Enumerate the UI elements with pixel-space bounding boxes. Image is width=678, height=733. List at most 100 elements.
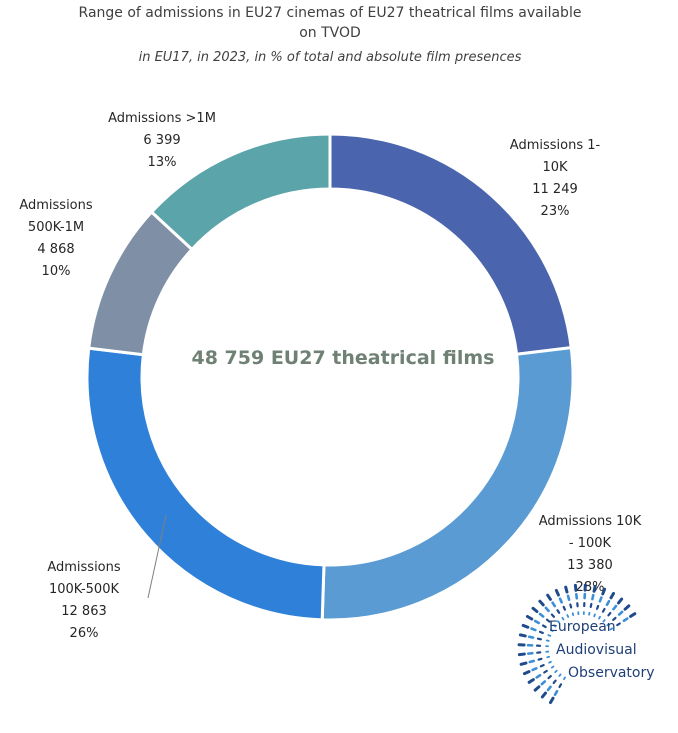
logo-swirl-dash: [540, 680, 547, 686]
logo-swirl-dash: [538, 599, 545, 607]
slice-label-4-line-0: Admissions >1M: [108, 111, 216, 126]
logo-swirl-dash: [556, 609, 561, 614]
logo-swirl-dash: [533, 685, 541, 692]
logo-swirl-dash: [549, 696, 555, 705]
logo-swirl-dash: [605, 599, 611, 606]
logo-swirl-dash: [544, 606, 550, 613]
logo-swirl-dash: [530, 627, 537, 632]
logo-swirl-dash: [563, 676, 566, 681]
logo-swirl-dash: [531, 667, 538, 672]
logo-swirl-dash: [558, 597, 563, 604]
logo-swirl-dash: [573, 583, 578, 592]
donut-slices: [85, 132, 575, 622]
logo-swirl-dash: [533, 619, 540, 625]
logo-text-line-3: Observatory: [568, 665, 655, 681]
logo-swirl-dash: [525, 615, 534, 621]
logo-text-line-2: Audiovisual: [556, 642, 637, 658]
logo-swirl-dash: [535, 673, 542, 679]
logo-swirl-dash: [629, 612, 637, 618]
leader-line-100k-500k: [147, 514, 167, 599]
slice-labels: Admissions 1- 10K 11 249 23% Admissions 10K -…: [19, 111, 641, 641]
logo-swirl-dash: [558, 683, 563, 689]
logo-swirl-dash: [543, 669, 548, 674]
logo-swirl-dash: [564, 585, 569, 594]
logo-swirl-dash: [518, 633, 527, 638]
logo-text-line-1: European: [549, 619, 616, 635]
logo-swirl-dash: [527, 635, 535, 639]
logo-swirl-icon: [517, 583, 637, 705]
observatory-logo: European Audiovisual Observatory: [517, 583, 655, 705]
slice-label-0-line-0: Admissions 1-: [510, 138, 601, 153]
slice-1: [320, 345, 575, 622]
logo-swirl-dash: [589, 602, 593, 609]
slice-label-4-line-2: 13%: [148, 155, 177, 170]
slice-label-3-line-3: 10%: [42, 264, 71, 279]
logo-swirl-dash: [539, 663, 545, 668]
logo-swirl-dash: [551, 601, 557, 608]
slice-label-3-line-0: Admissions: [19, 198, 93, 213]
logo-swirl-dash: [595, 604, 600, 610]
logo-swirl-dash: [546, 655, 551, 659]
logo-swirl-dash: [562, 605, 567, 611]
logo-swirl-dash: [527, 678, 535, 684]
logo-swirl-dash: [553, 624, 557, 628]
chart-title-line-1: Range of admissions in EU27 cinemas of E…: [79, 5, 582, 21]
logo-swirl-dash: [569, 603, 573, 609]
logo-swirl-dash: [545, 618, 551, 623]
slice-label-1-line-0: Admissions 10K: [539, 514, 642, 529]
chart-title-line-2: on TVOD: [299, 25, 361, 41]
slice-label-0-line-2: 11 249: [532, 182, 578, 197]
logo-swirl-dash: [593, 613, 596, 618]
logo-swirl-dash: [561, 616, 565, 621]
logo-swirl-dash: [519, 661, 528, 666]
logo-swirl-dash: [541, 624, 547, 629]
slice-label-3-line-1: 500K-1M: [28, 220, 84, 235]
slice-label-0: Admissions 1- 10K 11 249 23%: [510, 138, 601, 219]
slice-label-2: Admissions 100K-500K 12 863 26%: [47, 560, 121, 641]
logo-swirl-dash: [547, 675, 552, 680]
logo-swirl-dash: [538, 630, 544, 635]
logo-swirl-dash: [550, 613, 555, 618]
logo-swirl-dash: [546, 593, 552, 601]
slice-label-2-line-3: 26%: [70, 626, 99, 641]
logo-swirl-dash: [612, 604, 618, 611]
logo-swirl-dash: [617, 597, 624, 605]
logo-swirl-dash: [552, 679, 557, 685]
logo-swirl-dash: [554, 669, 558, 673]
slice-label-1-line-2: 13 380: [567, 558, 613, 573]
logo-swirl-dash: [598, 596, 603, 603]
logo-swirl-dash: [607, 611, 612, 617]
logo-swirl-dash: [554, 588, 560, 597]
logo-swirl-dash: [623, 604, 631, 611]
logo-swirl-dash: [536, 637, 543, 641]
logo-swirl-dash: [591, 593, 595, 601]
slice-label-3: Admissions 500K-1M 4 868 10%: [19, 198, 93, 279]
slice-2: [85, 346, 326, 622]
logo-swirl-dash: [601, 587, 607, 596]
slice-label-0-line-3: 23%: [541, 204, 570, 219]
slice-label-4: Admissions >1M 6 399 13%: [108, 111, 216, 170]
slice-4: [149, 132, 332, 252]
slice-0: [328, 132, 573, 356]
slice-label-2-line-1: 100K-500K: [49, 582, 119, 597]
logo-swirl-dash: [528, 659, 536, 664]
logo-swirl-dash: [531, 606, 539, 613]
slice-label-3-line-2: 4 868: [37, 242, 74, 257]
logo-swirl-dash: [538, 612, 545, 618]
logo-swirl-dash: [517, 652, 526, 657]
logo-swirl-dash: [616, 622, 621, 627]
logo-swirl-dash: [617, 610, 624, 616]
logo-swirl-dash: [550, 665, 555, 669]
logo-swirl-dash: [566, 594, 571, 602]
logo-swirl-dash: [549, 629, 554, 632]
logo-swirl-dash: [592, 584, 597, 593]
logo-swirl-dash: [553, 690, 559, 697]
slice-label-2-line-2: 12 863: [61, 604, 107, 619]
logo-swirl-dash: [566, 614, 570, 618]
logo-swirl-dash: [609, 591, 615, 600]
slice-label-1-line-3: 28%: [576, 580, 605, 595]
slice-label-2-line-0: Admissions: [47, 560, 121, 575]
slice-label-1-line-1: - 100K: [569, 536, 612, 551]
logo-swirl-dash: [598, 615, 601, 620]
